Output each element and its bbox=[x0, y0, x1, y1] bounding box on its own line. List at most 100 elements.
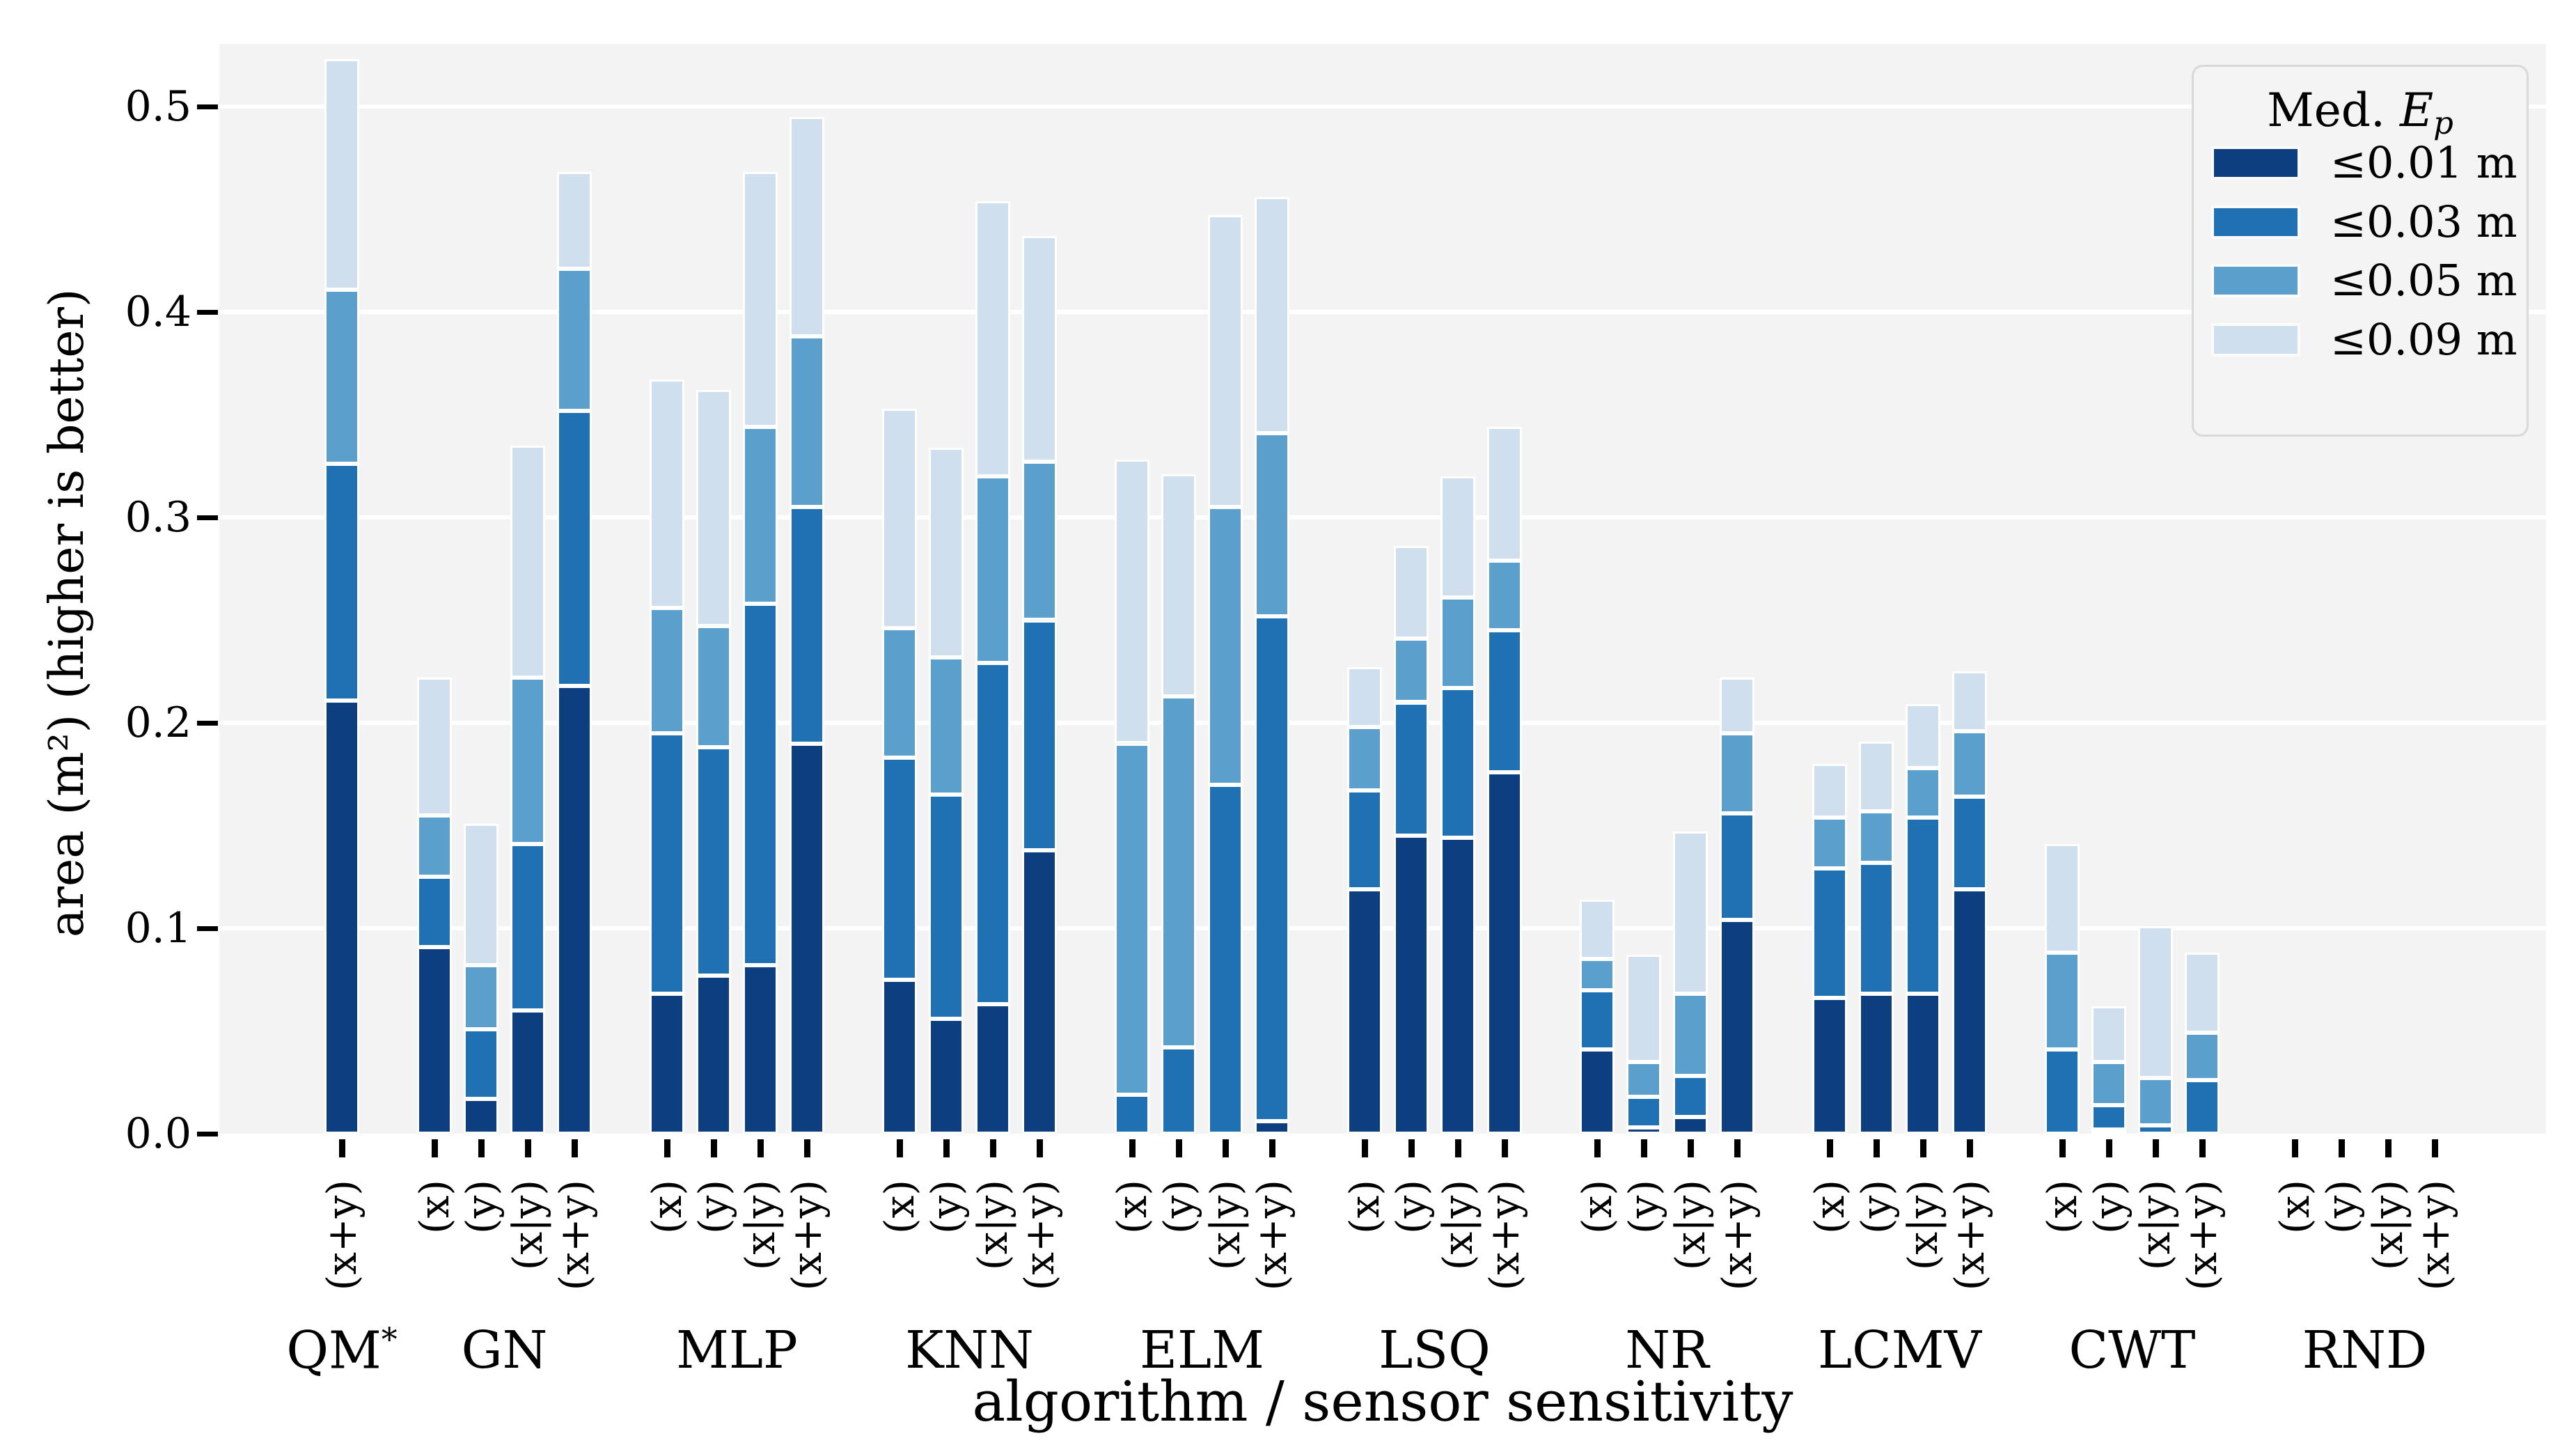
y-axis-tick bbox=[197, 104, 218, 109]
bar-segment bbox=[417, 877, 452, 947]
x-axis-tick bbox=[989, 1139, 996, 1157]
bar-segment bbox=[882, 979, 917, 1134]
x-tick-label: (x|y) bbox=[737, 1180, 784, 1271]
bar-segment bbox=[1347, 726, 1382, 791]
bar-segment bbox=[929, 1018, 964, 1134]
bar-segment bbox=[1626, 1096, 1661, 1128]
bar-segment bbox=[790, 336, 824, 508]
x-tick-label: (y) bbox=[690, 1180, 737, 1235]
x-tick-label: (x) bbox=[2039, 1180, 2086, 1234]
legend-title: Med. Ep bbox=[2194, 84, 2527, 141]
bar-segment bbox=[2045, 953, 2080, 1050]
bar-segment bbox=[1859, 811, 1894, 863]
bar-segment bbox=[464, 823, 498, 966]
bar-segment bbox=[1208, 215, 1243, 508]
y-tick-label: 0.0 bbox=[125, 1109, 191, 1158]
algorithm-label-superscript: * bbox=[381, 1320, 398, 1358]
bar-segment bbox=[1812, 868, 1847, 999]
bar-segment bbox=[324, 464, 359, 701]
bar-segment bbox=[743, 172, 778, 428]
bar-segment bbox=[1440, 476, 1475, 598]
x-axis-tick bbox=[571, 1139, 578, 1157]
x-axis-tick bbox=[1269, 1139, 1275, 1157]
x-axis-tick bbox=[1873, 1139, 1880, 1157]
y-axis-tick bbox=[197, 309, 218, 315]
bar-segment bbox=[1022, 620, 1057, 850]
x-tick-label: (y) bbox=[1853, 1180, 1900, 1235]
x-tick-label: (x+y) bbox=[551, 1180, 598, 1291]
bar-segment bbox=[1720, 678, 1754, 733]
bar-segment bbox=[1906, 817, 1940, 994]
bar-segment bbox=[2091, 1130, 2126, 1134]
bar-segment bbox=[790, 507, 824, 744]
bar-segment bbox=[1812, 998, 1847, 1134]
bar-segment bbox=[650, 607, 684, 733]
bar-segment bbox=[975, 201, 1010, 476]
x-axis-tick bbox=[710, 1139, 717, 1157]
x-axis-tick bbox=[338, 1139, 345, 1157]
bar-segment bbox=[696, 390, 731, 627]
x-axis-tick bbox=[2199, 1139, 2206, 1157]
x-tick-label: (x) bbox=[1108, 1180, 1156, 1234]
y-tick-label: 0.4 bbox=[125, 288, 191, 336]
x-axis-tick bbox=[757, 1139, 764, 1157]
x-tick-label: (x|y) bbox=[969, 1180, 1016, 1271]
bar-segment bbox=[1022, 850, 1057, 1134]
bar-segment bbox=[2185, 1033, 2220, 1081]
bar-segment bbox=[882, 628, 917, 758]
bar-segment bbox=[1347, 667, 1382, 727]
bar-segment bbox=[650, 994, 684, 1134]
bar-segment bbox=[1906, 994, 1940, 1134]
bar-segment bbox=[557, 685, 592, 1134]
gridline bbox=[219, 926, 2546, 930]
x-axis-tick bbox=[1734, 1139, 1741, 1157]
bar-segment bbox=[975, 663, 1010, 1005]
bar-segment bbox=[882, 408, 917, 629]
legend-label: ≤0.05 m bbox=[2330, 255, 2518, 306]
bar-segment bbox=[2045, 844, 2080, 953]
bar-segment bbox=[1952, 671, 1987, 731]
bar-segment bbox=[557, 269, 592, 411]
bar-segment bbox=[1580, 1049, 1615, 1134]
bar-segment bbox=[1812, 764, 1847, 818]
x-tick-label: (x) bbox=[1806, 1180, 1853, 1234]
bar-segment bbox=[2091, 1006, 2126, 1062]
x-axis-tick bbox=[1919, 1139, 1926, 1157]
bar-segment bbox=[1626, 1061, 1661, 1097]
bar-segment bbox=[2138, 1125, 2173, 1134]
bar-segment bbox=[1626, 955, 1661, 1062]
gridline bbox=[219, 310, 2546, 314]
gridline bbox=[219, 104, 2546, 109]
x-tick-label: (x|y) bbox=[2132, 1180, 2179, 1271]
x-tick-label: (y) bbox=[1620, 1180, 1667, 1235]
bar-segment bbox=[975, 476, 1010, 664]
x-axis-tick bbox=[1408, 1139, 1415, 1157]
legend-label: ≤0.03 m bbox=[2330, 196, 2518, 247]
x-axis-tick bbox=[1966, 1139, 1973, 1157]
algorithm-label: CWT bbox=[2068, 1320, 2196, 1380]
x-tick-label: (x+y) bbox=[1481, 1180, 1528, 1291]
bar-segment bbox=[1487, 560, 1522, 631]
legend-swatch bbox=[2211, 205, 2300, 239]
bar-segment bbox=[1487, 772, 1522, 1134]
bar-segment bbox=[743, 427, 778, 604]
algorithm-label: KNN bbox=[905, 1320, 1034, 1380]
x-tick-label: (x|y) bbox=[1667, 1180, 1714, 1271]
bar-segment bbox=[1161, 1047, 1196, 1134]
bar-segment bbox=[1208, 507, 1243, 785]
bar-segment bbox=[1906, 767, 1940, 818]
bar-segment bbox=[1255, 196, 1289, 434]
x-tick-label: (x|y) bbox=[1202, 1180, 1249, 1271]
bar-segment bbox=[417, 815, 452, 877]
bar-segment bbox=[1255, 616, 1289, 1122]
bar-segment bbox=[1673, 1117, 1708, 1134]
x-axis-tick bbox=[1222, 1139, 1229, 1157]
bar-segment bbox=[1580, 899, 1615, 960]
y-tick-label: 0.5 bbox=[125, 82, 191, 131]
bar-segment bbox=[324, 700, 359, 1134]
x-axis-tick bbox=[1129, 1139, 1136, 1157]
bar-segment bbox=[650, 733, 684, 994]
x-axis-tick bbox=[1594, 1139, 1601, 1157]
algorithm-label: GN bbox=[461, 1320, 548, 1380]
bar-segment bbox=[324, 289, 359, 464]
